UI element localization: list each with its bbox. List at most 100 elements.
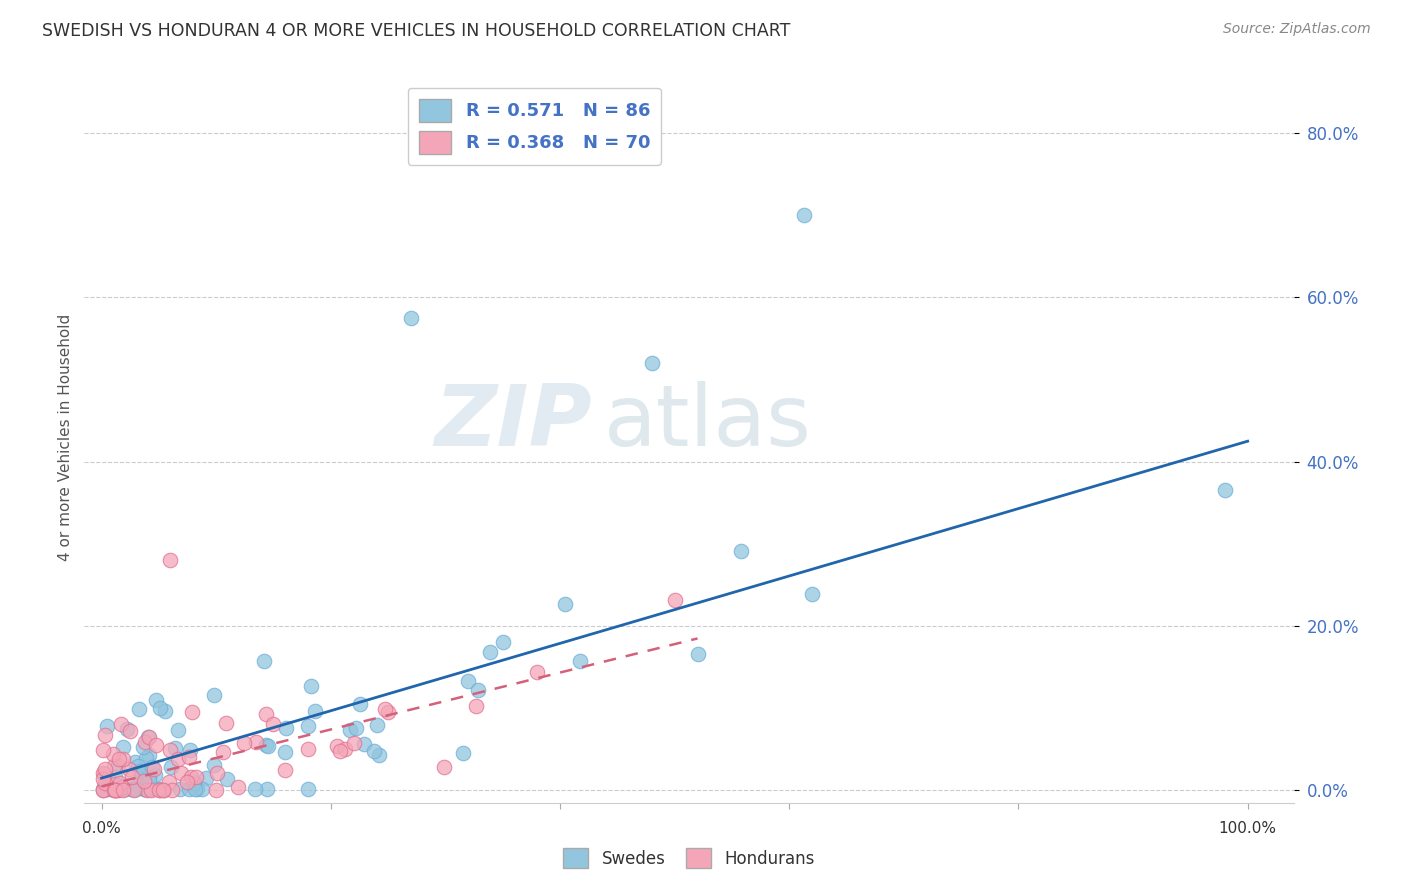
- Point: [138, 773, 160, 788]
- Point: [149, 701, 172, 715]
- Point: [243, 781, 266, 796]
- Point: [686, 647, 709, 661]
- Point: [108, 776, 131, 790]
- Point: [129, 771, 152, 785]
- Point: [104, 782, 127, 797]
- Point: [186, 781, 208, 796]
- Point: [177, 750, 200, 764]
- Point: [184, 781, 207, 796]
- Point: [366, 718, 388, 732]
- Point: [343, 736, 366, 750]
- Text: atlas: atlas: [605, 381, 813, 464]
- Point: [1213, 483, 1236, 498]
- Point: [91, 781, 114, 796]
- Point: [215, 716, 238, 731]
- Point: [96, 719, 118, 733]
- Point: [132, 767, 155, 781]
- Point: [103, 782, 125, 797]
- Point: [159, 743, 181, 757]
- Point: [105, 782, 128, 797]
- Point: [215, 772, 238, 786]
- Point: [134, 781, 156, 796]
- Point: [148, 782, 170, 797]
- Point: [108, 781, 131, 796]
- Point: [100, 781, 122, 796]
- Point: [136, 731, 159, 745]
- Point: [344, 721, 367, 735]
- Point: [257, 739, 280, 754]
- Point: [104, 777, 127, 791]
- Point: [112, 739, 135, 754]
- Point: [111, 780, 134, 794]
- Point: [245, 735, 267, 749]
- Point: [118, 723, 141, 738]
- Point: [103, 782, 125, 797]
- Point: [301, 679, 323, 693]
- Point: [202, 689, 225, 703]
- Text: 0.0%: 0.0%: [82, 821, 121, 836]
- Point: [374, 702, 396, 716]
- Point: [457, 674, 479, 689]
- Point: [349, 697, 371, 711]
- Point: [108, 752, 131, 766]
- Point: [145, 738, 167, 752]
- Y-axis label: 4 or more Vehicles in Household: 4 or more Vehicles in Household: [58, 313, 73, 561]
- Legend: R = 0.571   N = 86, R = 0.368   N = 70: R = 0.571 N = 86, R = 0.368 N = 70: [408, 87, 661, 165]
- Point: [121, 770, 143, 784]
- Point: [329, 744, 352, 758]
- Point: [180, 705, 202, 719]
- Point: [191, 781, 214, 796]
- Point: [91, 743, 114, 757]
- Point: [148, 781, 170, 796]
- Point: [101, 747, 124, 761]
- Point: [226, 780, 249, 795]
- Point: [94, 762, 117, 776]
- Point: [143, 768, 166, 782]
- Text: 100.0%: 100.0%: [1219, 821, 1277, 836]
- Point: [165, 741, 187, 756]
- Point: [121, 781, 143, 796]
- Point: [91, 772, 114, 786]
- Point: [152, 782, 174, 797]
- Point: [253, 654, 276, 668]
- Text: SWEDISH VS HONDURAN 4 OR MORE VEHICLES IN HOUSEHOLD CORRELATION CHART: SWEDISH VS HONDURAN 4 OR MORE VEHICLES I…: [42, 22, 790, 40]
- Point: [94, 728, 117, 742]
- Point: [135, 751, 157, 765]
- Point: [159, 760, 181, 774]
- Point: [212, 745, 235, 759]
- Point: [125, 781, 148, 796]
- Point: [96, 781, 118, 796]
- Point: [205, 782, 228, 797]
- Point: [132, 781, 155, 796]
- Point: [91, 782, 114, 797]
- Point: [467, 682, 489, 697]
- Text: Source: ZipAtlas.com: Source: ZipAtlas.com: [1223, 22, 1371, 37]
- Point: [297, 718, 319, 732]
- Point: [91, 765, 114, 780]
- Point: [139, 782, 162, 797]
- Point: [194, 771, 217, 785]
- Point: [169, 781, 191, 796]
- Point: [664, 593, 686, 607]
- Point: [339, 723, 361, 738]
- Point: [353, 738, 375, 752]
- Point: [122, 781, 145, 796]
- Point: [157, 774, 180, 789]
- Point: [141, 781, 163, 796]
- Point: [263, 717, 285, 731]
- Point: [526, 665, 548, 680]
- Point: [93, 776, 115, 790]
- Point: [170, 766, 193, 780]
- Point: [167, 752, 190, 766]
- Point: [124, 756, 146, 770]
- Point: [138, 770, 160, 784]
- Point: [304, 704, 326, 718]
- Point: [122, 782, 145, 797]
- Point: [145, 692, 167, 706]
- Point: [103, 759, 125, 773]
- Point: [118, 762, 141, 776]
- Point: [132, 740, 155, 755]
- Point: [127, 778, 149, 792]
- Point: [256, 738, 278, 752]
- Point: [326, 739, 349, 753]
